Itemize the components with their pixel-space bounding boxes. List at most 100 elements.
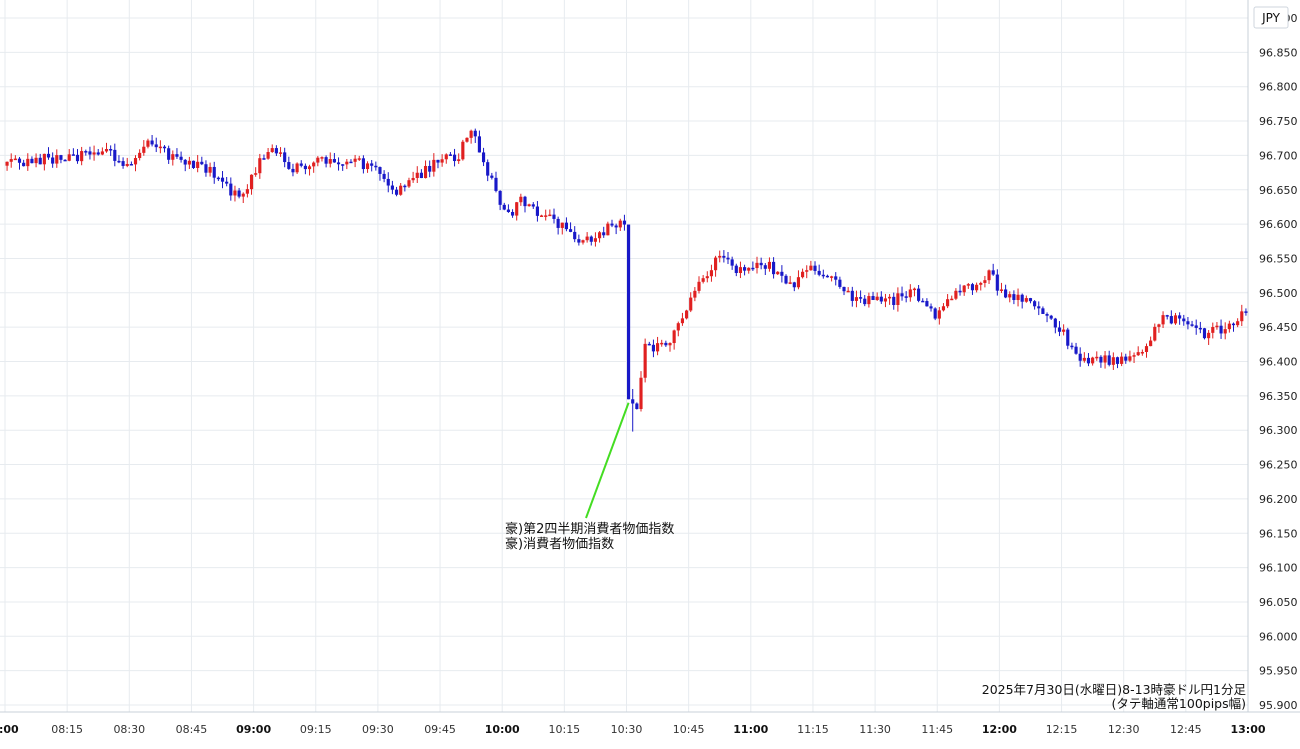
candle-body — [5, 161, 9, 166]
candle-body — [55, 155, 59, 164]
candle-body — [937, 310, 941, 319]
candle-body — [515, 202, 519, 216]
candle-body — [544, 215, 548, 217]
candle-body — [697, 281, 701, 291]
x-tick-label: 10:00 — [485, 723, 520, 736]
candle-body — [353, 158, 357, 162]
candle-body — [162, 146, 167, 149]
candle-body — [1198, 327, 1202, 330]
candle-body — [585, 236, 589, 241]
candle-body — [365, 163, 370, 170]
candle-body — [1057, 327, 1062, 332]
candle-body — [784, 275, 788, 284]
candle-body — [299, 163, 303, 166]
candle-body — [705, 276, 709, 279]
candle-body — [1070, 345, 1074, 348]
y-tick-label: 96.450 — [1259, 321, 1298, 334]
candle-body — [535, 206, 539, 216]
candle-body — [411, 177, 415, 181]
candle-body — [747, 267, 751, 271]
candle-body — [204, 164, 208, 173]
candle-body — [933, 308, 937, 319]
candle-body — [266, 152, 270, 159]
candle-body — [167, 148, 171, 160]
candle-body — [1194, 325, 1198, 328]
candle-body — [593, 238, 597, 242]
candle-body — [693, 290, 697, 298]
candle-body — [26, 158, 30, 167]
candle-body — [262, 158, 266, 160]
candle-body — [440, 159, 444, 163]
candle-body — [643, 343, 647, 378]
candle-body — [237, 190, 241, 197]
candle-body — [1082, 357, 1086, 361]
candle-body — [639, 377, 643, 409]
candle-body — [312, 162, 316, 167]
candle-body — [104, 149, 109, 152]
candle-body — [875, 296, 879, 300]
x-tick-label: 11:30 — [859, 723, 891, 736]
y-tick-label: 96.250 — [1259, 459, 1298, 472]
candle-body — [809, 265, 813, 271]
candle-body — [1227, 323, 1231, 330]
candle-body — [121, 161, 125, 166]
candle-body — [726, 257, 730, 260]
candle-body — [709, 270, 714, 277]
candle-body — [1111, 357, 1115, 365]
candle-body — [796, 277, 801, 288]
candle-body — [946, 299, 950, 307]
candle-body — [287, 162, 291, 169]
candle-body — [179, 156, 183, 160]
candle-body — [345, 161, 349, 165]
y-tick-label: 96.500 — [1259, 287, 1298, 300]
candle-body — [75, 154, 80, 162]
candle-body — [722, 255, 726, 258]
candle-body — [1244, 311, 1248, 313]
candle-body — [407, 180, 411, 187]
currency-badge: JPY — [1253, 6, 1289, 29]
candle-body — [42, 153, 46, 165]
candle-body — [821, 274, 825, 277]
candle-body — [158, 146, 162, 149]
candle-body — [888, 296, 892, 299]
candle-body — [950, 298, 954, 301]
candle-body — [1095, 356, 1099, 359]
candle-body — [539, 215, 544, 217]
candle-body — [506, 209, 510, 212]
candle-body — [452, 154, 457, 162]
candle-body — [71, 154, 75, 156]
candle-body — [776, 271, 780, 275]
candle-body — [780, 271, 784, 276]
candle-body — [34, 157, 38, 164]
candle-body — [788, 282, 792, 284]
candle-body — [59, 155, 63, 160]
candle-body — [560, 222, 564, 228]
candle-body — [1132, 355, 1136, 357]
candle-body — [999, 289, 1004, 291]
candle-body — [1144, 346, 1149, 353]
x-tick-label: 08:30 — [113, 723, 145, 736]
candle-body — [714, 257, 718, 271]
candle-body — [303, 165, 307, 170]
annotation-label-cpi: 豪)消費者物価指数 — [505, 536, 614, 552]
candle-body — [892, 296, 896, 305]
candle-body — [830, 276, 834, 278]
candle-body — [428, 165, 432, 172]
candle-body — [208, 166, 212, 173]
candle-body — [142, 146, 146, 153]
candle-body — [361, 158, 365, 170]
candle-body — [991, 270, 995, 275]
candle-body — [801, 271, 805, 278]
candle-body — [1053, 318, 1057, 328]
candle-body — [676, 323, 680, 331]
candle-body — [1128, 356, 1132, 361]
candle-body — [995, 274, 999, 291]
candle-body — [1157, 324, 1161, 327]
candle-body — [498, 190, 502, 205]
y-tick-label: 96.850 — [1259, 46, 1298, 59]
y-tick-label: 96.650 — [1259, 184, 1298, 197]
candle-body — [1016, 294, 1020, 301]
candle-body — [477, 136, 481, 153]
